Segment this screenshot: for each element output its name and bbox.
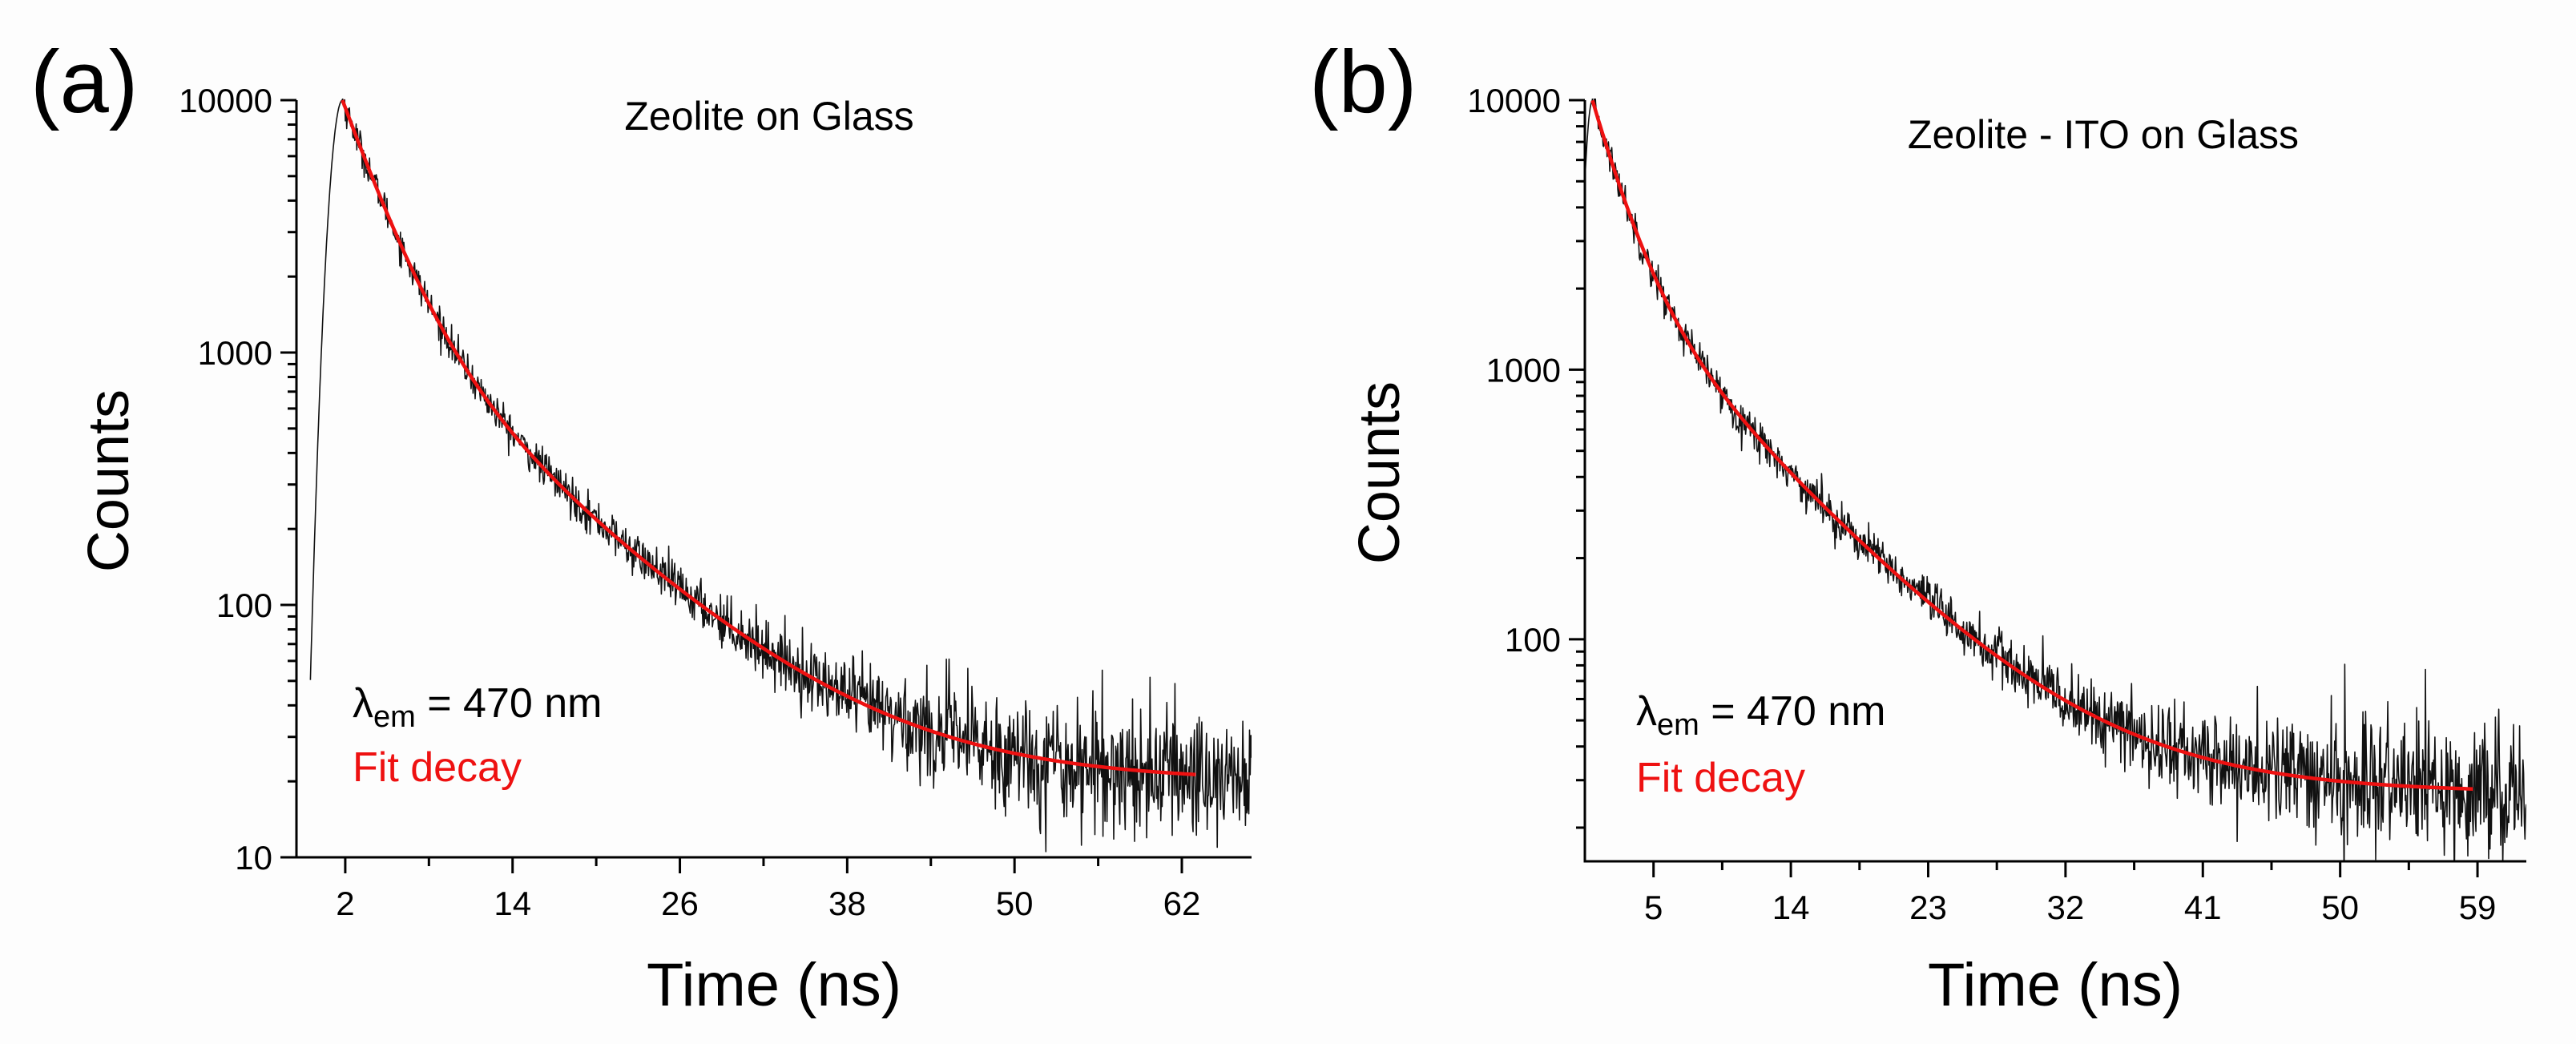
y-tick-label: 10000 [1467, 82, 1561, 119]
axes-frame [1583, 100, 2526, 863]
x-tick-label: 38 [828, 885, 866, 922]
x-tick-label: 14 [494, 885, 531, 922]
x-tick-label: 2 [336, 885, 354, 922]
y-axis-label: Counts [1348, 381, 1412, 564]
y-tick-label: 100 [1505, 621, 1561, 659]
measured-decay-line [1585, 99, 2526, 861]
x-tick-label: 50 [996, 885, 1034, 922]
x-tick-label: 59 [2459, 889, 2497, 926]
fit-decay-line [1590, 99, 2473, 791]
x-tick-label: 5 [1644, 889, 1663, 926]
y-axis-label: Counts [77, 389, 141, 572]
y-tick-label: 10 [235, 839, 272, 877]
y-tick-label: 1000 [198, 334, 272, 372]
chart-title: Zeolite - ITO on Glass [1908, 112, 2299, 157]
fit-decay-line [341, 99, 1196, 776]
x-axis-label: Time (ns) [1928, 951, 2183, 1019]
x-tick-label: 41 [2184, 889, 2222, 926]
fit-decay-legend: Fit decay [353, 744, 522, 791]
measured-decay-line [309, 99, 1252, 853]
x-tick-label: 32 [2047, 889, 2085, 926]
chart-svg-b: 5 14 23 32 41 50 59 100 1000 10000 (b) Zeolite - IT… [1309, 33, 2526, 1019]
x-tick-label: 23 [1909, 889, 1947, 926]
chart-title: Zeolite on Glass [624, 94, 913, 139]
panel-label: (b) [1309, 33, 1417, 131]
chart-svg-a: 2 14 26 38 50 62 10 100 1000 10000 (a) Zeolite on G… [30, 33, 1252, 1019]
chart-panel-a: 2 14 26 38 50 62 10 100 1000 10000 (a) Zeolite on G… [0, 0, 1282, 1044]
chart-panel-b: 5 14 23 32 41 50 59 100 1000 10000 (b) Zeolite - IT… [1282, 0, 2576, 1044]
emission-wavelength-annotation: λem = 470 nm [353, 680, 603, 734]
x-axis-label: Time (ns) [647, 951, 901, 1019]
y-tick-label: 100 [216, 586, 272, 624]
emission-wavelength-annotation: λem = 470 nm [1636, 688, 1886, 742]
y-tick-label: 10000 [179, 82, 272, 119]
fit-decay-legend: Fit decay [1636, 755, 1805, 801]
y-tick-label: 1000 [1486, 351, 1561, 389]
panel-label: (a) [30, 33, 138, 131]
x-tick-label: 50 [2321, 889, 2359, 926]
x-tick-label: 14 [1772, 889, 1810, 926]
x-tick-label: 26 [661, 885, 699, 922]
x-tick-label: 62 [1163, 885, 1201, 922]
